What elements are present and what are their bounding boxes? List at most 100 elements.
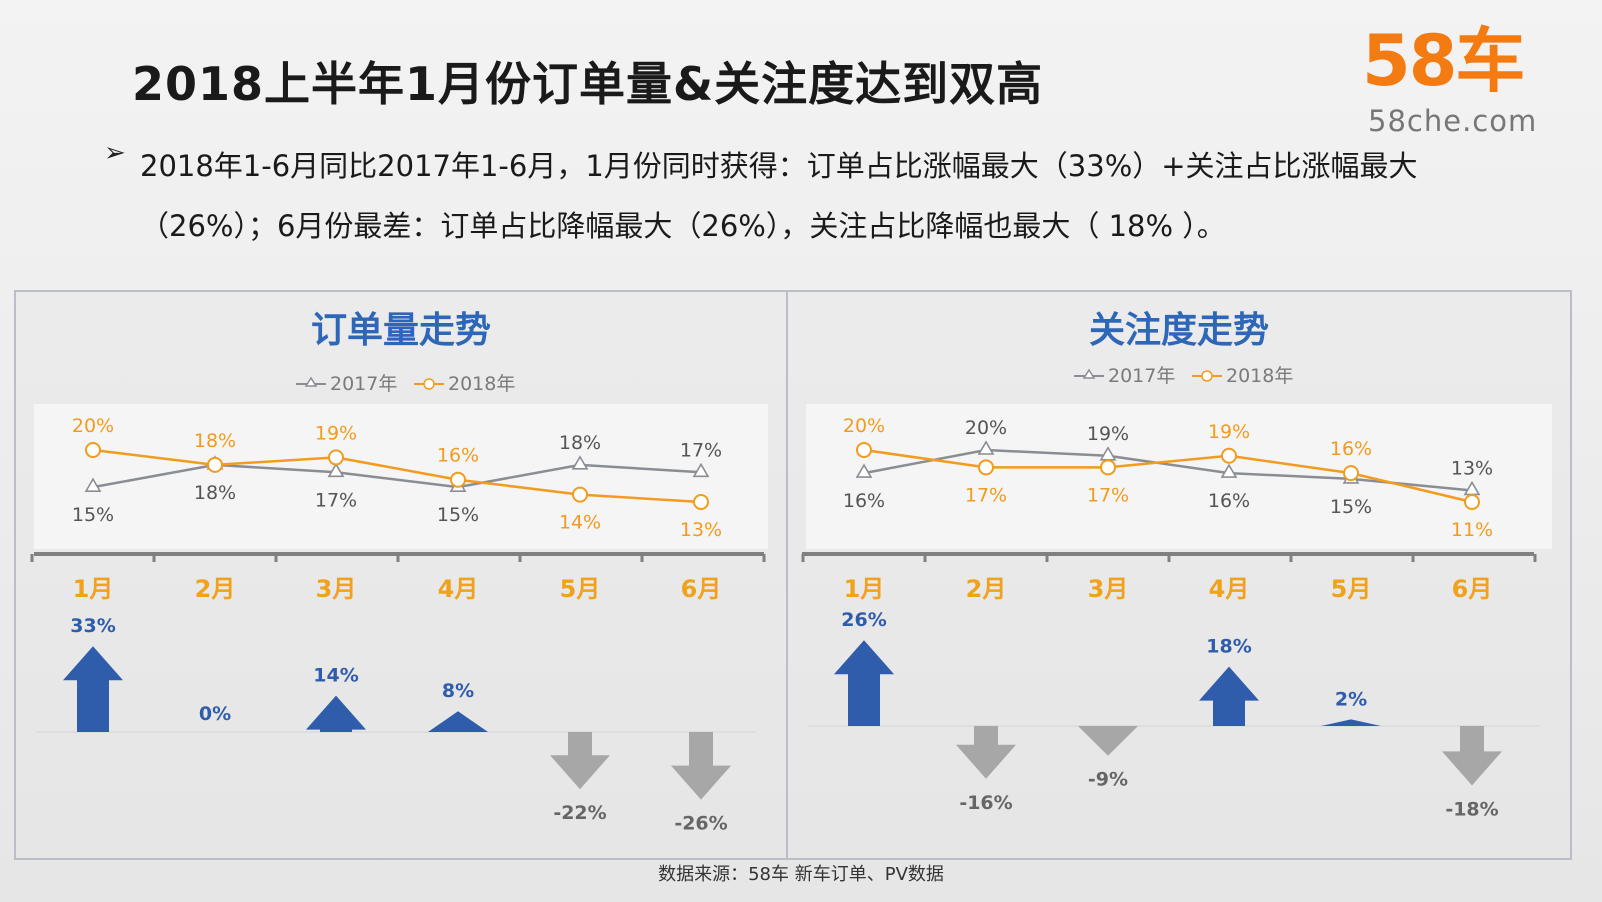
logo-domain-text: 58che.com	[1368, 104, 1538, 138]
month-label: 5月	[1331, 575, 1372, 603]
page-title: 2018上半年1月份订单量&关注度达到双高	[132, 57, 1044, 111]
point-2017	[327, 462, 345, 478]
chart-title: 订单量走势	[311, 310, 491, 351]
series-line-2018	[92, 448, 702, 504]
point-2018	[450, 471, 466, 488]
point-2017	[1220, 463, 1238, 478]
series-line-2017	[92, 463, 702, 489]
month-label: 3月	[316, 575, 357, 603]
data-label-2017: 16%	[1208, 490, 1250, 512]
up-arrow	[1199, 666, 1259, 726]
legend-label-2018: 2018年	[1226, 365, 1293, 387]
month-label: 3月	[1088, 575, 1129, 603]
data-label-2017: 17%	[315, 489, 357, 511]
bullet-arrow-icon: ➢	[104, 138, 126, 168]
point-2018	[572, 486, 588, 503]
point-2018	[693, 494, 709, 510]
point-2018	[1343, 465, 1359, 482]
change-label: -18%	[1445, 798, 1498, 820]
month-label: 4月	[438, 575, 479, 603]
change-label: 33%	[70, 615, 115, 637]
down-arrow	[1442, 726, 1502, 786]
point-2018	[978, 459, 994, 476]
data-label-2018: 20%	[843, 415, 885, 437]
chart-legend: 2017年 2018年	[1074, 365, 1293, 387]
orders-trend-panel: 订单量走势 2017年 2018年 15% 18% 17% 15% 18% 17% 20% 18% 1…	[14, 290, 788, 860]
data-label-2017: 15%	[72, 504, 114, 526]
data-label-2017: 17%	[680, 439, 722, 461]
data-label-2018: 13%	[680, 519, 722, 541]
change-label: 2%	[1335, 688, 1367, 710]
chart-legend: 2017年 2018年	[296, 373, 515, 395]
point-2018	[856, 442, 872, 458]
change-label: 14%	[313, 665, 358, 687]
legend-label-2018: 2018年	[448, 373, 515, 395]
month-label: 1月	[844, 575, 885, 603]
point-2017	[855, 463, 873, 478]
data-label-2017: 18%	[194, 482, 236, 504]
point-2018	[207, 456, 223, 473]
data-label-2018: 11%	[1451, 519, 1493, 541]
change-label: -22%	[553, 802, 606, 824]
point-2018	[1221, 447, 1237, 464]
up-arrow	[834, 640, 894, 726]
point-2017	[692, 462, 710, 478]
series-line-2018	[863, 448, 1473, 504]
data-label-2018: 18%	[194, 430, 236, 452]
legend-marker-2018	[423, 378, 435, 390]
point-2018	[1100, 459, 1116, 476]
data-label-2017: 15%	[1330, 496, 1372, 518]
legend-marker-2018	[1201, 370, 1213, 382]
data-label-2018: 20%	[72, 415, 114, 437]
legend-label-2017: 2017年	[330, 373, 397, 395]
down-arrow	[1078, 726, 1138, 756]
data-label-2017: 15%	[437, 504, 479, 526]
change-label: -16%	[959, 792, 1012, 814]
data-label-2017: 19%	[1087, 423, 1129, 445]
data-label-2018: 19%	[315, 422, 357, 444]
change-label: 18%	[1206, 636, 1251, 658]
point-2018	[85, 442, 101, 458]
up-arrow	[306, 695, 366, 732]
data-label-2017: 13%	[1451, 457, 1493, 479]
data-label-2018: 19%	[1208, 421, 1250, 443]
attention-trend-chart: 关注度走势 2017年 2018年 16% 20% 19% 16% 15% 13% 20% 17% 1…	[801, 310, 1552, 820]
up-arrow	[63, 646, 123, 732]
data-label-2017: 16%	[843, 490, 885, 512]
month-label: 5月	[560, 575, 601, 603]
point-2018	[328, 449, 344, 466]
change-label: 0%	[199, 703, 231, 725]
plot-area	[34, 404, 768, 549]
down-arrow	[550, 732, 610, 790]
up-arrow	[1321, 719, 1381, 726]
data-label-2018: 16%	[1330, 438, 1372, 460]
month-label: 1月	[73, 575, 114, 603]
change-label: -9%	[1088, 769, 1128, 791]
down-arrow	[671, 732, 731, 800]
legend-marker-2017	[304, 376, 318, 387]
point-2017	[571, 455, 589, 470]
orders-trend-chart: 订单量走势 2017年 2018年 15% 18% 17% 15% 18% 17% 20% 18% 1…	[30, 310, 768, 835]
data-label-2018: 17%	[1087, 484, 1129, 506]
data-label-2017: 20%	[965, 417, 1007, 439]
legend-label-2017: 2017年	[1108, 365, 1175, 387]
brand-logo: 58车 58che.com	[1362, 20, 1582, 138]
month-label: 6月	[1452, 575, 1493, 603]
summary-text: 2018年1-6月同比2017年1-6月，1月份同时获得：订单占比涨幅最大（33…	[140, 149, 1418, 243]
legend-marker-2017	[1082, 368, 1096, 379]
point-2018	[1464, 494, 1480, 510]
point-2017	[84, 477, 102, 492]
plot-area	[806, 404, 1552, 549]
data-source-note: 数据来源：58车 新车订单、PV数据	[658, 864, 944, 885]
chart-title: 关注度走势	[1089, 310, 1269, 351]
month-label: 6月	[681, 575, 722, 603]
attention-trend-panel: 关注度走势 2017年 2018年 16% 20% 19% 16% 15% 13% 20% 17% 1…	[786, 290, 1572, 860]
series-line-2017	[863, 448, 1473, 492]
data-label-2017: 18%	[559, 432, 601, 454]
change-label: 26%	[841, 609, 886, 631]
change-label: -26%	[674, 813, 727, 835]
logo-main-text: 58车	[1362, 20, 1525, 102]
data-label-2018: 16%	[437, 445, 479, 467]
data-label-2018: 17%	[965, 484, 1007, 506]
change-label: 8%	[442, 680, 474, 702]
